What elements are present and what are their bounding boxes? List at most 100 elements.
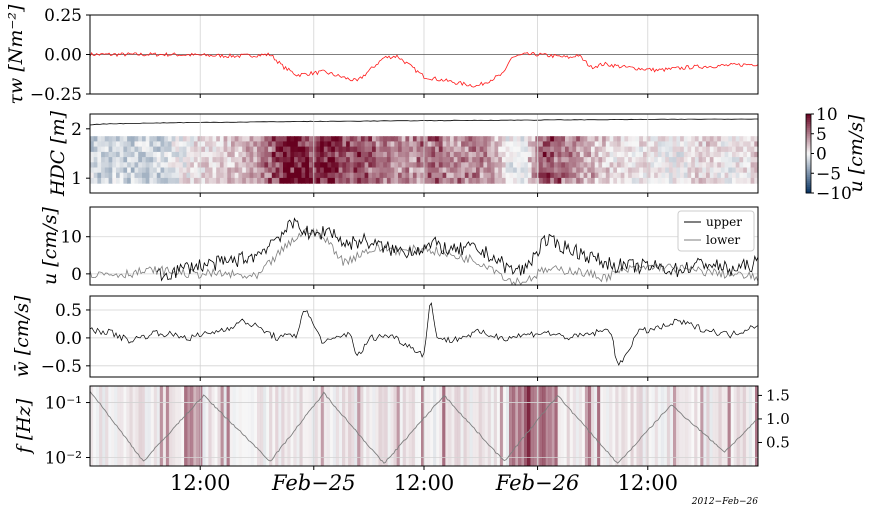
heatmap-cell	[476, 172, 481, 179]
heatmap-cell	[164, 136, 169, 142]
heatmap-cell	[509, 157, 514, 163]
heatmap-cell	[331, 172, 336, 179]
spectrogram-column	[454, 386, 458, 466]
heatmap-cell	[182, 146, 188, 153]
heatmap-cell	[461, 157, 466, 163]
spectrogram-column	[199, 386, 203, 466]
heatmap-cell	[316, 177, 321, 184]
heatmap-cell	[472, 136, 477, 142]
heatmap-cell	[420, 162, 425, 169]
heatmap-cell	[683, 146, 689, 153]
heatmap-cell	[661, 172, 666, 179]
heatmap-cell	[227, 162, 232, 169]
heatmap-cell	[754, 141, 759, 148]
heatmap-cell	[379, 151, 384, 158]
heatmap-cell	[101, 151, 106, 158]
heatmap-cell	[609, 146, 614, 153]
heatmap-cell	[205, 141, 210, 148]
heatmap-cell	[457, 172, 462, 179]
heatmap-cell	[338, 151, 343, 158]
heatmap-cell	[542, 136, 548, 142]
heatmap-cell	[101, 146, 106, 153]
heatmap-cell	[442, 177, 447, 184]
heatmap-cell	[360, 162, 366, 169]
heatmap-cell	[409, 167, 414, 174]
heatmap-cell	[182, 167, 188, 174]
spectrogram-column	[184, 386, 188, 466]
heatmap-cell	[167, 162, 173, 169]
heatmap-cell	[427, 167, 432, 174]
heatmap-cell	[476, 162, 481, 169]
heatmap-cell	[242, 136, 247, 142]
heatmap-cell	[472, 167, 477, 174]
heatmap-cell	[145, 157, 150, 163]
heatmap-cell	[167, 136, 173, 142]
heatmap-cell	[620, 151, 625, 158]
heatmap-cell	[149, 172, 154, 179]
heatmap-cell	[231, 136, 236, 142]
spectrogram-column	[302, 386, 306, 466]
heatmap-cell	[208, 162, 214, 169]
heatmap-cell	[212, 146, 217, 153]
heatmap-cell	[223, 172, 228, 179]
y-tick-label: 1	[71, 169, 82, 189]
heatmap-cell	[539, 146, 544, 153]
y-axis-label: τw [Nm⁻²]	[5, 4, 27, 105]
heatmap-cell	[746, 141, 752, 148]
heatmap-cell	[346, 146, 351, 153]
heatmap-cell	[93, 146, 98, 153]
heatmap-cell	[323, 172, 329, 179]
heatmap-cell	[364, 146, 369, 153]
heatmap-cell	[572, 151, 577, 158]
heatmap-cell	[657, 141, 663, 148]
heatmap-cell	[398, 167, 403, 174]
heatmap-cell	[676, 172, 681, 179]
heatmap-cell	[709, 141, 715, 148]
heatmap-cell	[717, 172, 722, 179]
heatmap-cell	[167, 151, 173, 158]
spectrogram-column	[524, 386, 528, 466]
spectrogram-column	[712, 386, 716, 466]
heatmap-cell	[116, 157, 121, 163]
heatmap-cell	[420, 151, 425, 158]
heatmap-cell	[401, 162, 406, 169]
heatmap-cell	[624, 167, 629, 174]
heatmap-cell	[438, 141, 444, 148]
heatmap-cell	[628, 141, 633, 148]
colorbar-segment	[806, 187, 811, 190]
heatmap-cell	[527, 151, 533, 158]
heatmap-cell	[717, 162, 722, 169]
heatmap-cell	[323, 136, 329, 142]
heatmap-cell	[134, 136, 139, 142]
heatmap-cell	[698, 141, 703, 148]
heatmap-cell	[327, 151, 332, 158]
heatmap-cell	[297, 157, 303, 163]
heatmap-cell	[739, 177, 744, 184]
spectrogram-column	[162, 386, 167, 466]
heatmap-cell	[97, 157, 102, 163]
heatmap-cell	[657, 162, 663, 169]
heatmap-cell	[654, 151, 659, 158]
spectrogram-column	[111, 386, 115, 466]
heatmap-cell	[750, 172, 755, 179]
heatmap-cell	[353, 136, 358, 142]
heatmap-cell	[646, 146, 651, 153]
heatmap-cell	[602, 141, 607, 148]
heatmap-cell	[383, 136, 388, 142]
heatmap-cell	[683, 151, 689, 158]
heatmap-cell	[576, 157, 581, 163]
heatmap-cell	[286, 151, 291, 158]
spectrogram-column	[600, 386, 604, 466]
heatmap-cell	[275, 146, 280, 153]
heatmap-cell	[531, 136, 536, 142]
spectrogram-column	[554, 386, 559, 466]
spectrogram-column	[657, 386, 662, 466]
heatmap-cell	[628, 177, 633, 184]
colorbar-segment	[806, 163, 811, 166]
heatmap-cell	[190, 157, 195, 163]
heatmap-cell	[312, 172, 317, 179]
heatmap-cell	[301, 177, 306, 184]
heatmap-cell	[561, 177, 566, 184]
heatmap-cell	[698, 136, 703, 142]
heatmap-cell	[635, 151, 640, 158]
